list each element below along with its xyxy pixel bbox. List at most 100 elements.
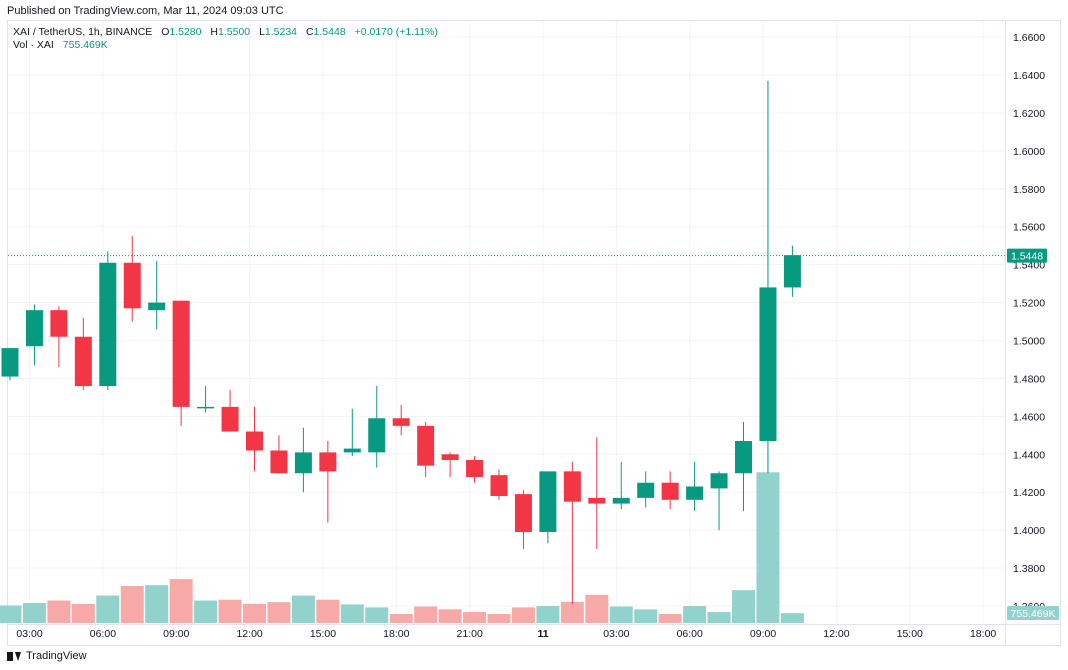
grid-lines bbox=[8, 21, 1060, 645]
volume-bar bbox=[560, 601, 584, 623]
last-volume-tag-label: 755.469K bbox=[1011, 608, 1056, 620]
volume-bar bbox=[340, 604, 364, 623]
candle bbox=[172, 300, 190, 426]
volume-bar bbox=[194, 600, 218, 623]
candle bbox=[197, 386, 215, 413]
candle-body bbox=[637, 482, 655, 498]
candle-body bbox=[294, 452, 312, 474]
candle-body bbox=[661, 482, 679, 500]
candle-body bbox=[710, 473, 728, 489]
volume-bar bbox=[634, 609, 658, 623]
candle bbox=[1, 348, 19, 381]
time-tick-label: 03:00 bbox=[16, 628, 42, 640]
candle bbox=[25, 304, 43, 366]
volume-label[interactable]: Vol · XAI bbox=[13, 39, 54, 51]
chart-frame bbox=[7, 20, 1061, 646]
volume-bar bbox=[0, 605, 22, 623]
candle bbox=[123, 236, 141, 322]
price-candles bbox=[1, 80, 801, 605]
volume-bar bbox=[732, 590, 755, 623]
time-tick-label: 18:00 bbox=[383, 628, 409, 640]
volume-bar bbox=[389, 613, 413, 623]
low-label: L bbox=[259, 26, 265, 38]
candle bbox=[514, 490, 532, 550]
candle-body bbox=[392, 418, 410, 426]
candle bbox=[148, 260, 166, 330]
volume-bar bbox=[756, 472, 780, 623]
candle-body bbox=[123, 262, 141, 309]
candle-body bbox=[368, 418, 386, 453]
volume-bar bbox=[683, 606, 707, 623]
candle bbox=[417, 422, 435, 478]
price-tick-label: 1.4600 bbox=[1013, 411, 1045, 423]
time-tick-label: 21:00 bbox=[457, 628, 483, 640]
last-volume-tag bbox=[1007, 606, 1059, 620]
candle-body bbox=[759, 287, 777, 442]
candle bbox=[490, 469, 508, 500]
candle bbox=[539, 471, 557, 544]
price-tick-label: 1.4800 bbox=[1013, 373, 1045, 385]
candle-body bbox=[563, 471, 581, 502]
price-axis[interactable]: 1.6600 1.6400 1.6200 1.6000 1.5800 1.5600 1.54… bbox=[1013, 32, 1045, 613]
low-value: 1.5234 bbox=[264, 26, 298, 38]
symbol-label[interactable]: XAI / TetherUS, 1h, BINANCE bbox=[13, 26, 153, 38]
open-value: 1.5280 bbox=[169, 26, 202, 38]
price-tick-label: 1.5600 bbox=[1013, 222, 1045, 234]
volume-bar bbox=[585, 594, 609, 623]
candle bbox=[74, 317, 92, 390]
candle bbox=[612, 461, 630, 510]
volume-bar bbox=[243, 603, 266, 623]
candle-body bbox=[74, 336, 92, 387]
volume-bar bbox=[291, 595, 315, 623]
time-tick-label: 11 bbox=[537, 628, 548, 640]
candle bbox=[466, 456, 484, 483]
time-tick-label: 12:00 bbox=[823, 628, 849, 640]
candle bbox=[270, 435, 288, 474]
candle-body bbox=[99, 262, 117, 387]
candle-body bbox=[783, 255, 801, 288]
last-price-tag bbox=[1007, 248, 1047, 263]
volume-bar bbox=[780, 613, 804, 623]
time-tick-label: 06:00 bbox=[677, 628, 703, 640]
candle-body bbox=[686, 486, 704, 500]
candle-body bbox=[25, 310, 43, 347]
last-value-markers: 1.5448 755.469K bbox=[8, 248, 1059, 620]
candle-body bbox=[539, 471, 557, 533]
price-tick-label: 1.4400 bbox=[1013, 449, 1045, 461]
volume-bar bbox=[463, 612, 487, 623]
close-label: C bbox=[305, 26, 314, 38]
time-axis[interactable]: 03:00 06:00 09:00 12:00 15:00 18:00 21:00 11 03:… bbox=[16, 628, 996, 640]
candle bbox=[588, 437, 606, 550]
candle-body bbox=[735, 441, 752, 474]
high-value: 1.5500 bbox=[218, 26, 251, 38]
candle-body bbox=[612, 497, 630, 504]
candle bbox=[392, 404, 410, 436]
footer-brand[interactable]: TradingView bbox=[7, 650, 87, 662]
price-tick-label: 1.5400 bbox=[1013, 260, 1045, 272]
candle bbox=[637, 471, 655, 508]
candle-body bbox=[441, 454, 459, 460]
candle-body bbox=[417, 425, 435, 466]
close-value: 1.5448 bbox=[313, 26, 346, 38]
candle-body bbox=[466, 459, 484, 478]
candle-body bbox=[246, 431, 263, 451]
candle bbox=[368, 386, 386, 468]
candle bbox=[343, 408, 361, 457]
candle bbox=[221, 389, 239, 432]
volume-value: 755.469K bbox=[62, 39, 108, 51]
candle-body bbox=[343, 448, 361, 453]
candle-body bbox=[270, 450, 288, 474]
candle bbox=[246, 406, 263, 472]
volume-bars bbox=[0, 472, 804, 623]
price-tick-label: 1.6400 bbox=[1013, 70, 1045, 82]
candle-body bbox=[1, 348, 19, 377]
candle bbox=[735, 422, 752, 512]
candle bbox=[661, 471, 679, 510]
volume-bar bbox=[365, 607, 389, 623]
volume-bar bbox=[120, 586, 144, 623]
time-tick-label: 15:00 bbox=[897, 628, 923, 640]
volume-bar bbox=[536, 606, 560, 623]
volume-bar bbox=[267, 602, 291, 623]
candle-body bbox=[588, 497, 606, 504]
